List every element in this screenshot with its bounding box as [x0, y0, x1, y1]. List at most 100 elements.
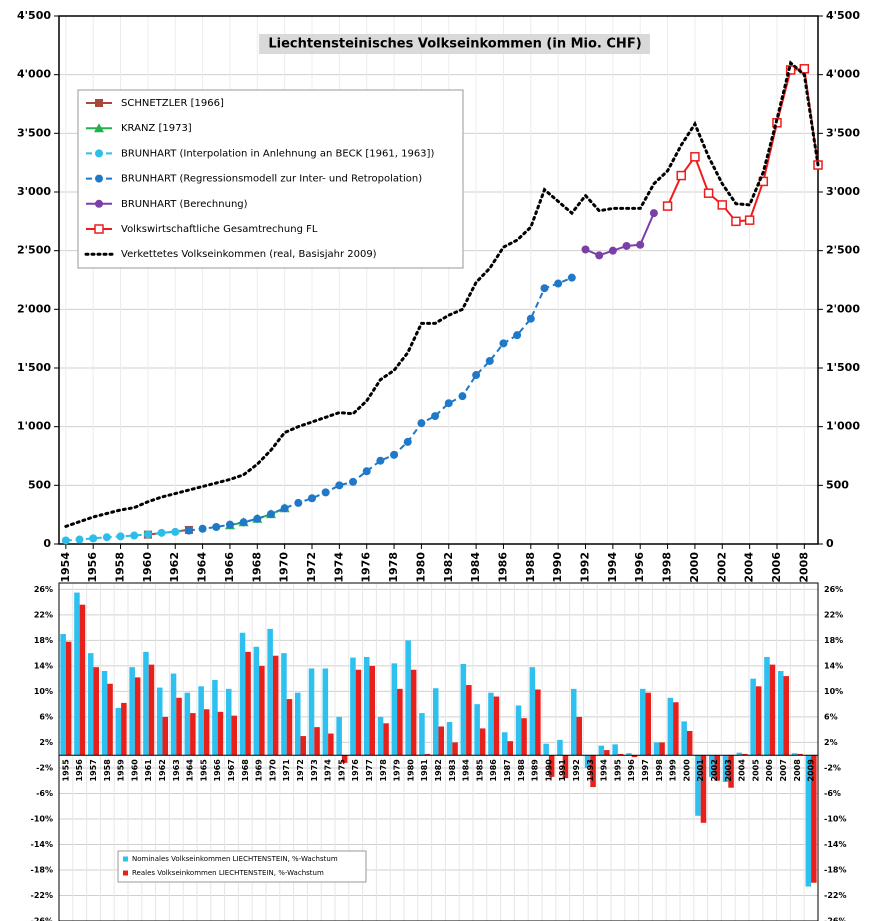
x-tick-label: 1966: [213, 759, 222, 782]
bar: [700, 755, 707, 823]
bar: [535, 689, 541, 756]
x-tick-label: 1998: [661, 552, 674, 583]
plot-frame: [58, 15, 819, 545]
bar: [728, 755, 734, 788]
bar: [479, 728, 486, 756]
x-tick-label: 1960: [130, 759, 139, 782]
marker: [554, 279, 563, 288]
bar: [377, 716, 384, 756]
x-tick-label: 1994: [606, 552, 619, 583]
marker: [636, 240, 645, 249]
legend-marker: [95, 99, 103, 107]
bar: [805, 755, 812, 887]
bar: [397, 688, 403, 756]
bar: [755, 686, 762, 756]
bar: [231, 715, 238, 756]
bar: [355, 669, 362, 756]
bar: [777, 671, 784, 756]
y2-tick-label: -2%: [824, 763, 841, 772]
bar: [438, 726, 445, 756]
x-tick-label: 1956: [86, 552, 99, 583]
bar: [170, 673, 177, 756]
bar: [294, 692, 301, 756]
y2-tick-label: 0: [826, 537, 834, 550]
marker: [89, 534, 98, 543]
bar: [190, 713, 196, 756]
marker: [595, 251, 604, 260]
bar: [162, 716, 169, 756]
x-tick-label: 2004: [738, 759, 747, 782]
marker: [526, 314, 535, 323]
marker: [649, 209, 658, 218]
bar: [584, 755, 591, 768]
y2-tick-label: 1'500: [826, 361, 860, 374]
bar: [336, 716, 342, 756]
y2-tick-label: -14%: [824, 840, 846, 849]
legend-label: KRANZ [1973]: [121, 123, 192, 134]
y-tick-label: 10%: [34, 687, 53, 696]
x-tick-label: 1974: [332, 552, 345, 583]
marker: [403, 437, 412, 446]
x-tick-label: 1971: [282, 759, 291, 782]
legend-label: Reales Volkseinkommen LIECHTENSTEIN, %-W…: [132, 869, 324, 877]
x-tick-label: 1979: [393, 759, 402, 782]
marker: [499, 339, 508, 348]
bar: [176, 697, 182, 756]
title-box: [259, 34, 650, 54]
y2-tick-label: 10%: [824, 687, 843, 696]
bar: [695, 755, 701, 816]
marker: [758, 176, 769, 187]
bar: [653, 742, 660, 756]
bar: [239, 632, 246, 756]
marker: [731, 216, 741, 227]
bar: [631, 755, 638, 758]
bar: [501, 732, 508, 756]
bar: [598, 745, 605, 756]
bar: [543, 743, 549, 756]
marker: [567, 273, 576, 282]
x-tick-label: 1985: [475, 759, 484, 782]
y2-tick-label: -10%: [824, 814, 846, 823]
y2-tick-label: 2%: [824, 738, 838, 747]
marker: [417, 419, 426, 428]
x-tick-label: 1972: [305, 552, 318, 583]
x-tick-label: 2003: [724, 759, 733, 781]
x-tick-label: 1984: [469, 552, 482, 583]
bar: [391, 663, 398, 756]
bar: [245, 651, 251, 756]
marker: [376, 456, 385, 465]
x-tick-label: 1981: [420, 759, 429, 782]
marker: [308, 494, 316, 503]
marker: [198, 524, 207, 533]
bar: [521, 718, 527, 756]
bar: [350, 657, 356, 756]
x-tick-label: 1982: [434, 759, 443, 781]
bar: [576, 716, 583, 756]
x-tick-label: 1990: [551, 552, 564, 583]
marker: [622, 241, 631, 250]
bar: [474, 704, 480, 756]
bar: [203, 709, 210, 756]
bar: [736, 752, 743, 756]
marker: [690, 152, 700, 162]
marker: [280, 504, 289, 513]
bar: [493, 696, 500, 756]
bar: [212, 679, 218, 756]
y2-tick-label: 500: [826, 478, 849, 491]
y-tick-label: 2'000: [17, 302, 51, 315]
bar: [645, 692, 652, 756]
bar: [281, 653, 287, 756]
bar: [134, 677, 141, 756]
x-tick-label: 1998: [655, 759, 664, 782]
y-tick-label: 14%: [34, 661, 53, 670]
y-tick-label: 2'500: [17, 244, 51, 257]
x-tick-label: 1996: [633, 552, 646, 583]
x-tick-label: 2006: [770, 552, 783, 583]
bar: [488, 692, 494, 756]
bar: [253, 646, 260, 756]
marker: [349, 477, 358, 486]
x-tick-label: 2000: [682, 759, 691, 782]
x-tick-label: 1982: [442, 552, 455, 583]
y2-tick-label: -18%: [824, 865, 846, 874]
